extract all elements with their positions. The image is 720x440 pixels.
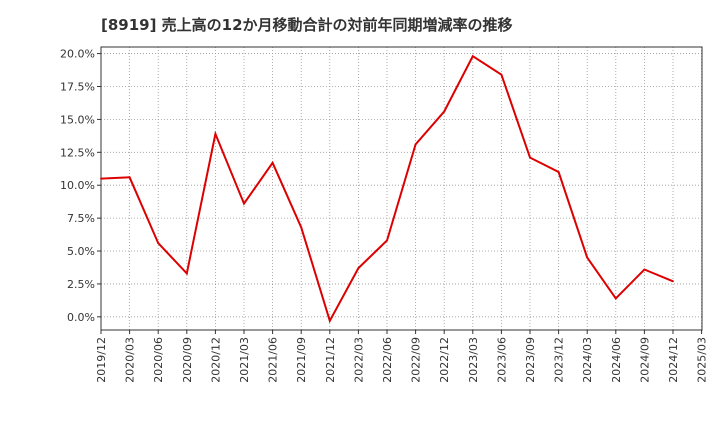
y-tick-label: 2.5%	[67, 278, 95, 291]
y-tick-label: 17.5%	[60, 80, 95, 93]
y-tick-label: 20.0%	[60, 48, 95, 61]
x-tick-label: 2023/12	[553, 337, 566, 383]
data-point	[271, 161, 274, 164]
x-tick-label: 2024/03	[581, 337, 594, 383]
x-tick-label: 2021/12	[324, 337, 337, 383]
data-point	[357, 267, 360, 269]
data-point	[672, 280, 674, 283]
x-tick-label: 2020/09	[181, 337, 194, 383]
data-point	[157, 242, 160, 245]
x-tick-label: 2022/03	[352, 337, 365, 383]
data-point	[328, 319, 331, 322]
data-point	[185, 272, 188, 275]
x-tick-label: 2021/09	[295, 337, 308, 383]
x-tick-label: 2022/12	[438, 337, 451, 383]
x-tick-label: 2021/06	[267, 337, 280, 383]
x-tick-label: 2024/06	[610, 337, 623, 383]
x-tick-label: 2022/06	[381, 337, 394, 383]
x-tick-label: 2020/03	[124, 337, 137, 383]
x-tick-label: 2023/06	[495, 337, 508, 383]
y-tick-label: 12.5%	[60, 146, 95, 159]
x-tick-label: 2024/09	[638, 337, 651, 383]
data-point	[100, 177, 102, 180]
data-point	[443, 110, 446, 113]
data-point	[500, 73, 503, 76]
y-tick-label: 10.0%	[60, 179, 95, 192]
data-point	[643, 268, 646, 271]
y-tick-label: 7.5%	[67, 212, 95, 225]
data-point	[529, 156, 531, 159]
data-point	[214, 133, 217, 135]
data-point	[614, 297, 617, 300]
plot-area-border	[100, 46, 703, 331]
x-tick-label: 2020/06	[152, 337, 165, 383]
y-tick-label: 5.0%	[67, 245, 95, 258]
x-tick-label: 2020/12	[209, 337, 222, 383]
x-tick-label: 2023/09	[524, 337, 537, 383]
data-point	[300, 226, 303, 229]
data-point	[586, 256, 589, 259]
y-tick-label: 15.0%	[60, 113, 95, 126]
data-point	[128, 176, 131, 179]
x-tick-label: 2019/12	[95, 337, 108, 383]
x-tick-label: 2022/09	[410, 337, 423, 383]
x-tick-label: 2025/03	[696, 337, 709, 383]
y-tick-label: 0.0%	[67, 311, 95, 324]
data-point	[414, 143, 417, 146]
data-point	[386, 239, 388, 242]
x-tick-label: 2021/03	[238, 337, 251, 383]
data-point	[557, 171, 560, 173]
x-tick-label: 2024/12	[667, 337, 680, 383]
data-point	[243, 202, 245, 205]
chart-title: [8919] 売上高の12か月移動合計の対前年同期増減率の推移	[101, 16, 513, 34]
x-tick-label: 2023/03	[467, 337, 480, 383]
data-point	[471, 55, 474, 58]
